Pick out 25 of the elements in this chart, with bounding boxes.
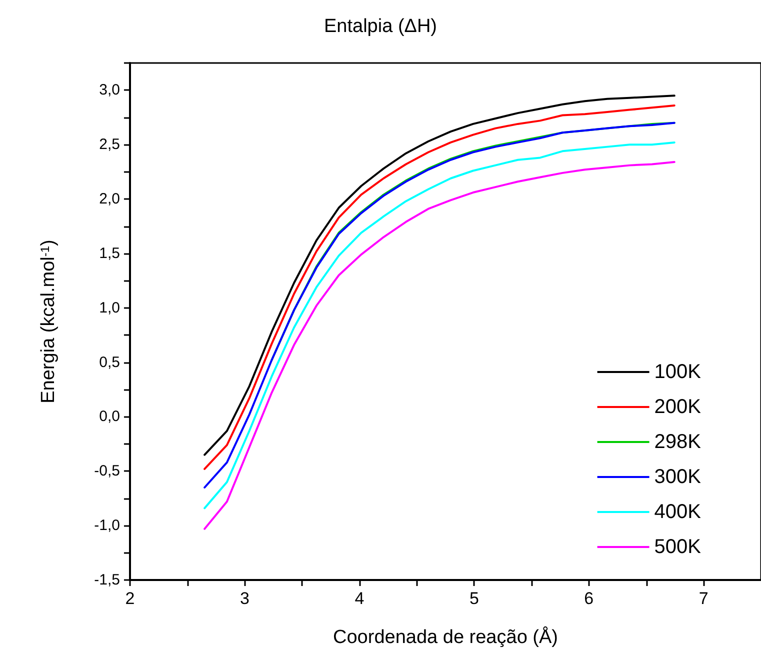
x-tick-label: 5 <box>469 589 479 608</box>
x-tick-label: 7 <box>698 589 708 608</box>
x-axis-title: Coordenada de reação (Å) <box>333 626 558 648</box>
x-tick-label: 2 <box>125 589 135 608</box>
x-tick-label: 4 <box>354 589 364 608</box>
y-tick-label: 1,5 <box>99 244 120 262</box>
legend-label: 400K <box>654 501 702 523</box>
legend-label: 298K <box>654 431 702 453</box>
y-tick-label: 2,5 <box>99 136 120 154</box>
legend-label: 200K <box>654 396 702 418</box>
x-tick-label: 3 <box>240 589 250 608</box>
legend-label: 100K <box>654 361 702 383</box>
y-tick-label: -0,5 <box>94 462 120 480</box>
legend-label: 300K <box>654 466 702 488</box>
legend-label: 500K <box>654 536 702 558</box>
y-tick-label: 2,0 <box>99 190 120 208</box>
y-tick-label: -1,5 <box>94 572 120 588</box>
y-tick-label: 0,5 <box>99 354 120 371</box>
y-axis-title: Energia (kcal.mol-1) <box>38 240 59 404</box>
chart-title: Entalpia (ΔH) <box>324 16 438 37</box>
x-tick-label: 6 <box>584 589 594 608</box>
y-tick-label: 0,0 <box>99 408 120 426</box>
y-tick-label: 1,0 <box>99 299 120 316</box>
y-tick-label: -1,0 <box>94 517 120 534</box>
y-tick-label: 3,0 <box>99 82 120 99</box>
